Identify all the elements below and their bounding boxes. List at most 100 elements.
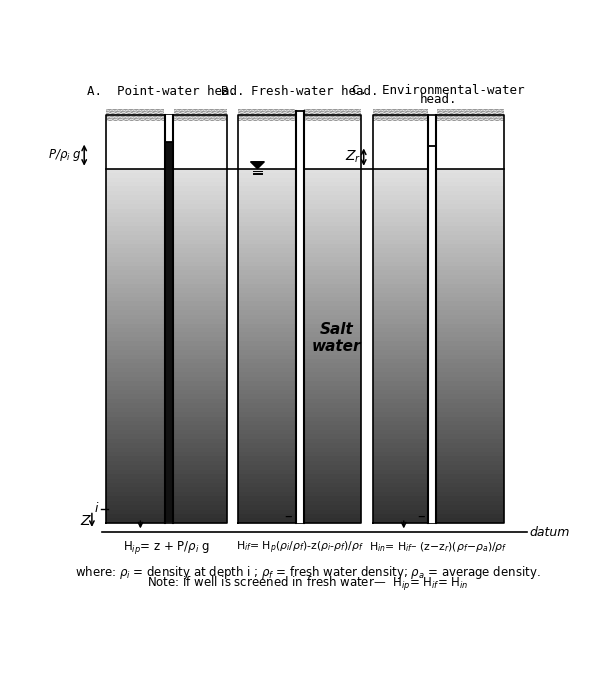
Bar (106, 346, 227, 350)
Bar (238, 434, 361, 439)
Bar (373, 394, 504, 399)
Bar (373, 253, 504, 257)
Bar (373, 483, 504, 487)
Bar (238, 465, 361, 470)
Bar (373, 363, 504, 368)
Bar (238, 173, 361, 177)
Bar (106, 319, 227, 324)
Text: –: – (284, 509, 292, 524)
Bar (373, 368, 504, 372)
Bar (373, 487, 504, 492)
Bar (373, 350, 504, 355)
Bar (238, 452, 361, 456)
Bar (373, 191, 504, 195)
Bar (373, 443, 504, 448)
Bar (106, 412, 227, 417)
Text: H$_{in}$= H$_{if}$– (z−z$_r$)($\rho_f$−$\rho_a$)/$\rho_f$: H$_{in}$= H$_{if}$– (z−z$_r$)($\rho_f$−$… (369, 541, 508, 555)
Bar (373, 217, 504, 222)
Bar (238, 279, 361, 284)
Bar (106, 456, 227, 461)
Text: H$_{ip}$= z + P/$\rho$$_i$ g: H$_{ip}$= z + P/$\rho$$_i$ g (122, 539, 210, 556)
Bar (373, 496, 504, 501)
Bar (238, 492, 361, 496)
Bar (373, 319, 504, 324)
Bar (428, 146, 436, 523)
Bar (238, 399, 361, 403)
Bar (238, 306, 361, 310)
Bar (106, 518, 227, 523)
Bar (106, 443, 227, 448)
Bar (238, 518, 361, 523)
Bar (238, 412, 361, 417)
Bar (373, 328, 504, 332)
Bar (373, 200, 504, 204)
Bar (106, 501, 227, 505)
Bar (373, 421, 504, 425)
Bar (106, 394, 227, 399)
Bar (437, 109, 504, 121)
Text: Salt
water: Salt water (311, 322, 361, 355)
Bar (106, 279, 227, 284)
Bar (106, 363, 227, 368)
Bar (238, 204, 361, 208)
Bar (238, 439, 361, 443)
Bar (373, 301, 504, 306)
Bar (238, 355, 361, 359)
Bar (106, 372, 227, 377)
Bar (238, 501, 361, 505)
Bar (106, 359, 227, 363)
Bar (238, 448, 361, 452)
Bar (106, 328, 227, 332)
Bar (238, 337, 361, 341)
Bar (106, 487, 227, 492)
Bar (106, 177, 227, 182)
Bar (373, 177, 504, 182)
Bar (238, 270, 361, 275)
Bar (106, 217, 227, 222)
Bar (106, 324, 227, 328)
Bar (106, 479, 227, 483)
Text: B.  Fresh-water head.: B. Fresh-water head. (221, 85, 379, 98)
Bar (238, 372, 361, 377)
Bar (373, 231, 504, 235)
Bar (373, 204, 504, 208)
Bar (373, 412, 504, 417)
Bar (238, 284, 361, 288)
Bar (373, 337, 504, 341)
Bar (373, 372, 504, 377)
Bar (106, 390, 227, 394)
Bar (373, 470, 504, 474)
Text: C.  Environmental-water: C. Environmental-water (352, 84, 524, 96)
Text: i: i (95, 503, 98, 516)
Bar (238, 319, 361, 324)
Bar (238, 474, 361, 479)
Bar (373, 275, 504, 279)
Text: P/$\rho_i$ g: P/$\rho_i$ g (48, 147, 82, 163)
Bar (373, 288, 504, 293)
Bar (106, 315, 227, 319)
Bar (238, 115, 361, 168)
Bar (373, 187, 504, 191)
Bar (238, 315, 361, 319)
Bar (106, 434, 227, 439)
Bar (238, 350, 361, 355)
Bar (238, 182, 361, 187)
Bar (373, 173, 504, 177)
Bar (106, 168, 227, 173)
Bar (106, 421, 227, 425)
Bar (106, 310, 227, 315)
Bar (106, 244, 227, 248)
Bar (106, 452, 227, 456)
Bar (304, 109, 361, 121)
Bar (106, 439, 227, 443)
Bar (106, 408, 227, 412)
Bar (238, 253, 361, 257)
Text: Z: Z (80, 514, 89, 528)
Bar (106, 187, 227, 191)
Bar (106, 208, 227, 213)
Bar (373, 381, 504, 386)
Bar (106, 368, 227, 372)
Bar (373, 355, 504, 359)
Bar (238, 341, 361, 346)
Bar (106, 417, 227, 421)
